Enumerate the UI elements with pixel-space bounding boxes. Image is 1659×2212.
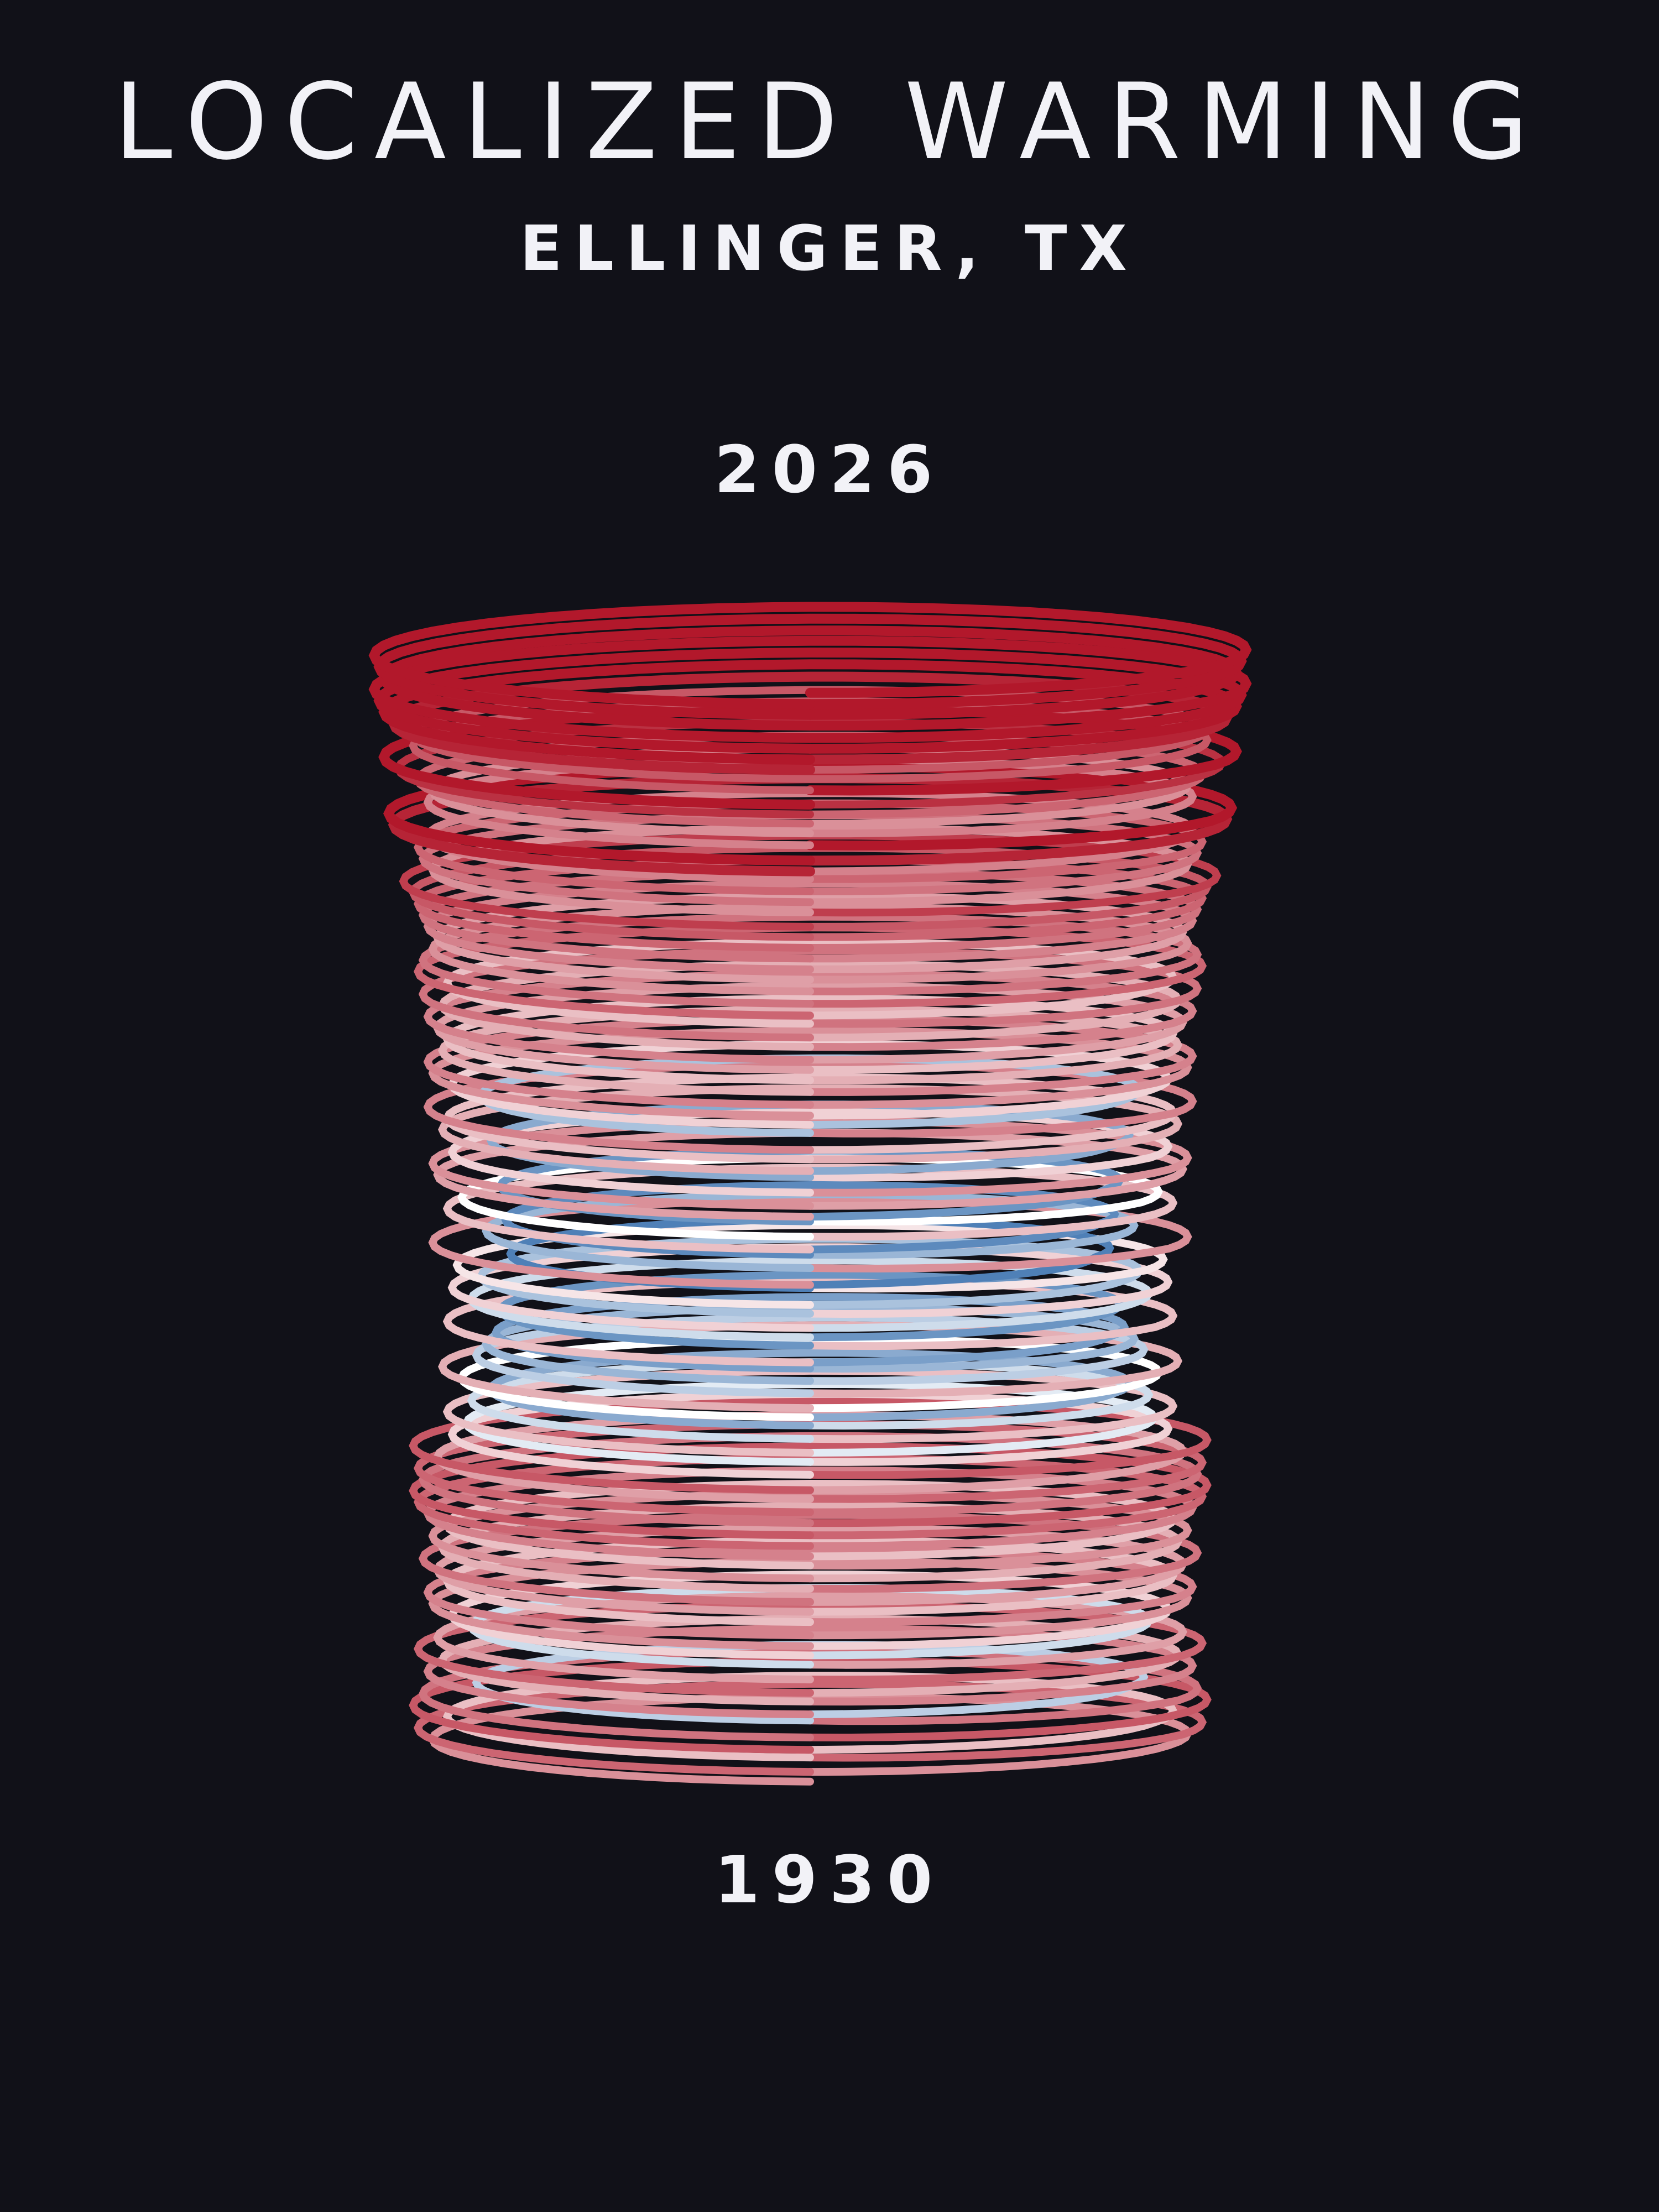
year-loop-1949 xyxy=(442,1479,1178,1570)
year-loop-2023 xyxy=(368,635,1252,743)
year-loop-1995 xyxy=(438,960,1183,1051)
year-loop-1968 xyxy=(496,1271,1124,1350)
year-loop-1942 xyxy=(428,1557,1192,1650)
year-loop-1991 xyxy=(438,1005,1183,1096)
year-loop-1969 xyxy=(467,1256,1154,1342)
year-loop-1944 xyxy=(442,1536,1178,1626)
year-loop-1945 xyxy=(433,1524,1187,1616)
year-loop-1994 xyxy=(423,969,1197,1064)
year-loop-2026 xyxy=(368,602,1252,709)
year-loop-1932 xyxy=(442,1671,1178,1762)
year-loop-1931 xyxy=(414,1679,1207,1776)
year-loop-2022 xyxy=(373,647,1247,754)
year-loop-2025 xyxy=(373,613,1247,720)
year-loop-1934 xyxy=(418,1646,1202,1741)
end-year-label: 2026 xyxy=(714,431,945,508)
start-year-label: 1930 xyxy=(714,1841,945,1918)
year-loop-2021 xyxy=(378,659,1242,765)
year-loop-1952 xyxy=(409,1442,1212,1540)
year-loop-2020 xyxy=(388,671,1233,775)
year-loop-1947 xyxy=(438,1501,1183,1593)
year-loop-1939 xyxy=(433,1592,1187,1684)
year-loop-1950 xyxy=(423,1466,1197,1561)
year-loop-1999 xyxy=(418,912,1202,1008)
year-loop-1936 xyxy=(423,1624,1197,1719)
year-loop-1997 xyxy=(442,938,1178,1028)
year-loop-1992 xyxy=(442,994,1178,1084)
year-loop-1961 xyxy=(487,1349,1134,1430)
page-title: LOCALIZED WARMING xyxy=(113,61,1546,183)
year-loop-2001 xyxy=(433,891,1187,984)
year-loop-1989 xyxy=(428,1026,1192,1120)
year-loop-1993 xyxy=(433,982,1187,1074)
year-loop-2017 xyxy=(378,704,1242,810)
location-subtitle: ELLINGER, TX xyxy=(520,213,1139,285)
year-loop-2024 xyxy=(378,625,1242,731)
year-loop-2002 xyxy=(423,879,1197,973)
year-loop-2000 xyxy=(428,902,1192,995)
year-loop-1986 xyxy=(423,1060,1197,1154)
year-loop-1967 xyxy=(442,1276,1178,1366)
year-loop-1974 xyxy=(428,1196,1192,1289)
year-loop-1956 xyxy=(409,1397,1212,1494)
